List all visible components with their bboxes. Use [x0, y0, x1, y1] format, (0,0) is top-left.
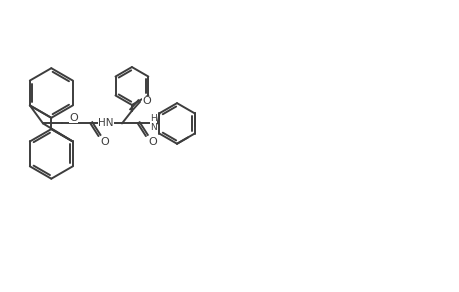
- Text: O: O: [148, 137, 157, 147]
- Text: O: O: [142, 96, 151, 106]
- Text: O: O: [101, 137, 110, 147]
- Text: O: O: [69, 113, 78, 123]
- Text: HN: HN: [98, 119, 114, 128]
- Text: H
N: H N: [150, 114, 157, 133]
